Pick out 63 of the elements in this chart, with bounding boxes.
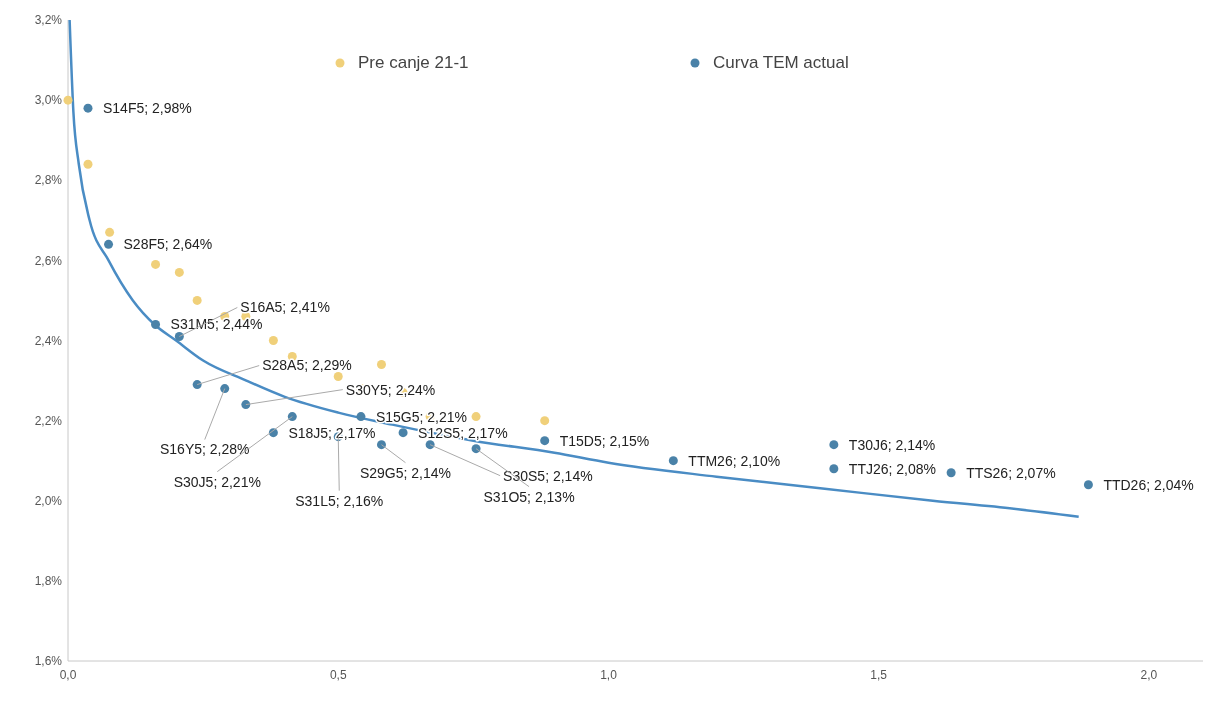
x-tick-label: 2,0 [1140, 668, 1158, 682]
y-tick-label: 1,8% [34, 574, 63, 589]
point [946, 468, 956, 478]
point [63, 95, 73, 105]
point [471, 412, 481, 422]
point [104, 239, 114, 249]
point [83, 103, 93, 113]
data-label: S28A5; 2,29% [262, 357, 352, 374]
point [356, 412, 366, 422]
y-tick-label: 2,8% [34, 173, 63, 188]
point [1083, 480, 1093, 490]
point [829, 464, 839, 474]
data-label: S31L5; 2,16% [295, 492, 384, 509]
y-tick-label: 3,0% [34, 93, 63, 108]
point [174, 267, 184, 277]
y-tick-label: 2,2% [34, 413, 63, 428]
data-label: S30S5; 2,14% [503, 467, 593, 484]
data-label: S14F5; 2,98% [103, 100, 192, 117]
point [829, 440, 839, 450]
data-label: T30J6; 2,14% [848, 436, 936, 453]
x-tick-label: 0,5 [329, 668, 347, 682]
legend-label: Pre canje 21-1 [358, 53, 469, 72]
legend-label: Curva TEM actual [713, 53, 849, 72]
point [268, 336, 278, 345]
point [151, 319, 161, 329]
point [376, 360, 386, 370]
y-tick-label: 3,2% [34, 13, 63, 28]
data-label: S16Y5; 2,28% [159, 441, 250, 458]
y-tick-label: 2,4% [34, 333, 63, 348]
line-series [68, 18, 1080, 519]
point [192, 295, 202, 305]
point [83, 159, 93, 169]
data-label: S16A5; 2,41% [240, 299, 330, 316]
data-label: TTM26; 2,10% [688, 452, 781, 469]
data-label: S30Y5; 2,24% [345, 381, 436, 398]
data-label: S28F5; 2,64% [123, 236, 213, 253]
point [540, 416, 550, 426]
point [668, 456, 678, 466]
y-tick-label: 2,6% [34, 253, 63, 268]
data-label: TTJ26; 2,08% [848, 460, 937, 477]
x-tick-label: 1,0 [600, 668, 618, 682]
point [220, 384, 230, 394]
point [287, 412, 297, 422]
data-label: T15D5; 2,15% [559, 432, 650, 449]
point [174, 331, 184, 341]
point [540, 436, 550, 446]
data-label: S18J5; 2,17% [288, 424, 376, 441]
x-tick-label: 0,0 [59, 668, 77, 682]
data-label: TTS26; 2,07% [966, 464, 1056, 481]
data-label: S29G5; 2,14% [359, 464, 452, 481]
data-label: S30J5; 2,21% [173, 473, 261, 490]
data-label: S31M5; 2,44% [170, 316, 263, 333]
point [398, 428, 408, 438]
point [151, 259, 161, 269]
y-tick-label: 2,0% [34, 493, 63, 508]
point [241, 400, 251, 410]
data-label: TTD26; 2,04% [1103, 476, 1194, 493]
x-tick-label: 1,5 [870, 668, 888, 682]
y-tick-label: 1,6% [34, 654, 63, 669]
data-label: S31O5; 2,13% [483, 488, 575, 505]
point [105, 227, 115, 237]
point [333, 372, 343, 382]
point [376, 440, 386, 450]
